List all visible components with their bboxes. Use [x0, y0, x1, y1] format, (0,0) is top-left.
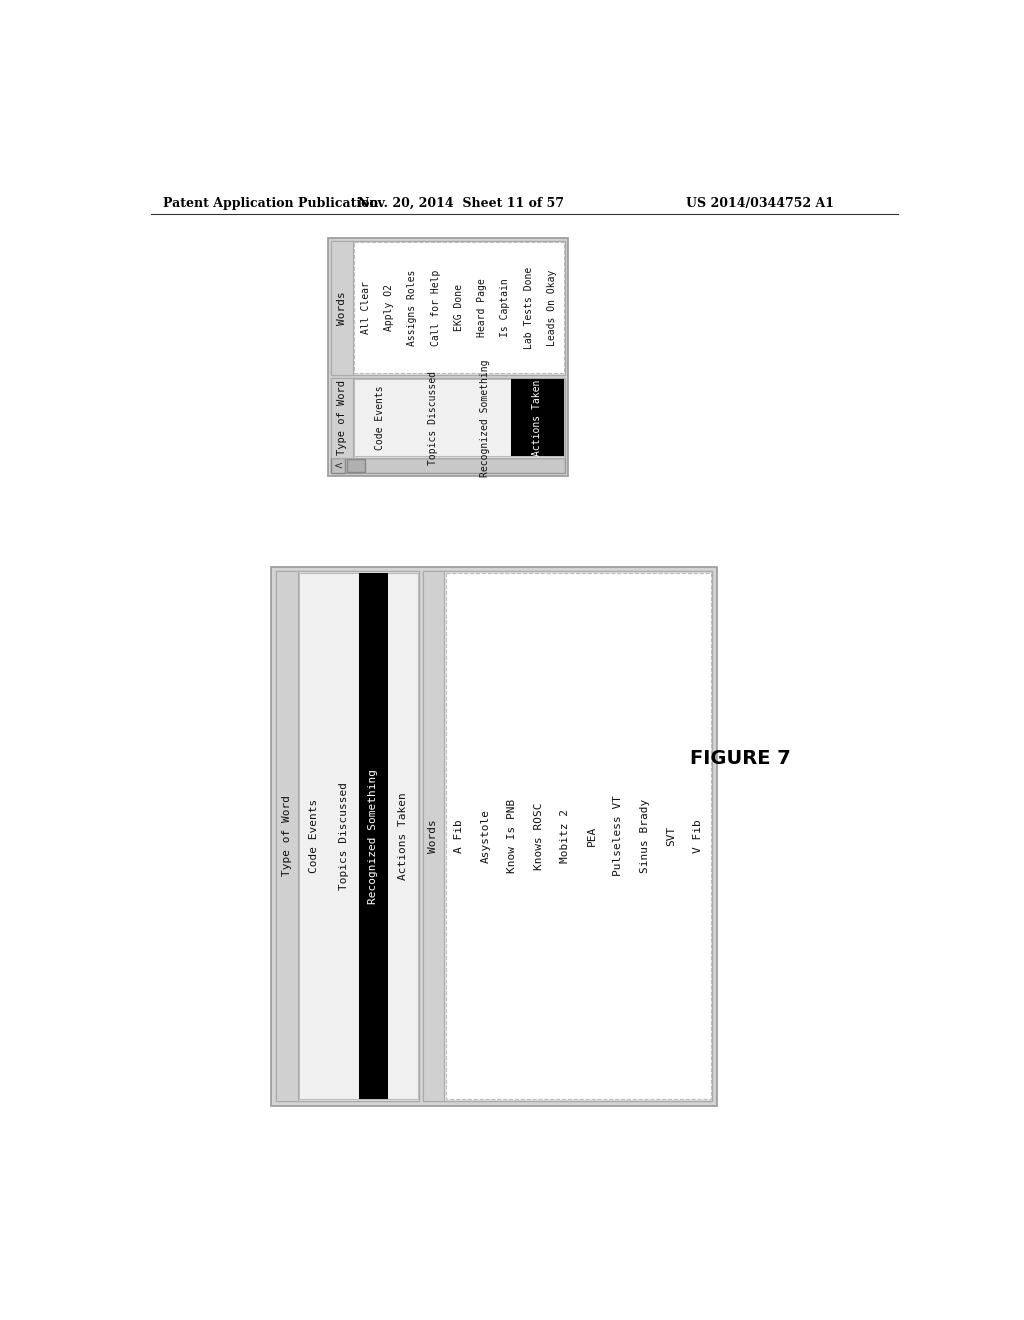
Text: Code Events: Code Events — [309, 799, 319, 873]
Text: Topics Discussed: Topics Discussed — [339, 781, 349, 890]
Bar — [445, 573, 711, 1100]
Text: Actions Taken: Actions Taken — [398, 792, 408, 880]
Text: Leads On Okay: Leads On Okay — [547, 269, 557, 346]
Bar — [331, 240, 565, 375]
Bar — [331, 240, 352, 375]
Text: Patent Application Publication: Patent Application Publication — [163, 197, 379, 210]
Bar — [354, 243, 563, 374]
Bar — [271, 566, 717, 1105]
Text: Topics Discussed: Topics Discussed — [428, 371, 438, 465]
Bar — [423, 572, 444, 1101]
Text: Lab Tests Done: Lab Tests Done — [523, 267, 534, 348]
Text: Sinus Brady: Sinus Brady — [640, 799, 649, 873]
Bar — [331, 378, 565, 458]
Text: Words: Words — [428, 820, 438, 853]
Text: Know Is PNB: Know Is PNB — [507, 799, 517, 873]
Bar — [358, 573, 388, 1100]
Text: Asystole: Asystole — [480, 809, 490, 863]
Bar — [276, 572, 298, 1101]
Text: Words: Words — [337, 290, 347, 325]
Text: US 2014/0344752 A1: US 2014/0344752 A1 — [686, 197, 834, 210]
Bar — [423, 572, 713, 1101]
Text: All Clear: All Clear — [360, 281, 371, 334]
Bar — [331, 378, 352, 458]
Text: Code Events: Code Events — [376, 385, 385, 450]
Text: Recognized Something: Recognized Something — [480, 359, 490, 477]
Text: V Fib: V Fib — [692, 820, 702, 853]
Text: Is Captain: Is Captain — [501, 279, 510, 337]
Text: FIGURE 7: FIGURE 7 — [690, 750, 791, 768]
Bar — [354, 379, 563, 457]
Text: Recognized Something: Recognized Something — [369, 768, 379, 903]
Bar — [511, 379, 563, 457]
Text: PEA: PEA — [587, 826, 597, 846]
Text: Apply O2: Apply O2 — [384, 284, 394, 331]
Text: Type of Word: Type of Word — [337, 380, 347, 455]
Text: Heard Page: Heard Page — [477, 279, 487, 337]
Text: <: < — [334, 461, 343, 471]
Text: Type of Word: Type of Word — [282, 796, 292, 876]
Bar — [346, 459, 366, 471]
Bar — [299, 573, 418, 1100]
Text: Assigns Roles: Assigns Roles — [408, 269, 418, 346]
Bar — [276, 572, 420, 1101]
Text: A Fib: A Fib — [454, 820, 464, 853]
Text: Pulseless VT: Pulseless VT — [613, 796, 623, 876]
Bar — [331, 458, 565, 474]
Text: Mobitz 2: Mobitz 2 — [560, 809, 570, 863]
Text: EKG Done: EKG Done — [454, 284, 464, 331]
Text: Knows ROSC: Knows ROSC — [534, 803, 544, 870]
Bar — [328, 238, 568, 477]
Text: SVT: SVT — [666, 826, 676, 846]
Text: Nov. 20, 2014  Sheet 11 of 57: Nov. 20, 2014 Sheet 11 of 57 — [358, 197, 564, 210]
Text: Actions Taken: Actions Taken — [532, 380, 543, 457]
Text: Call for Help: Call for Help — [431, 269, 440, 346]
Bar — [331, 458, 345, 474]
